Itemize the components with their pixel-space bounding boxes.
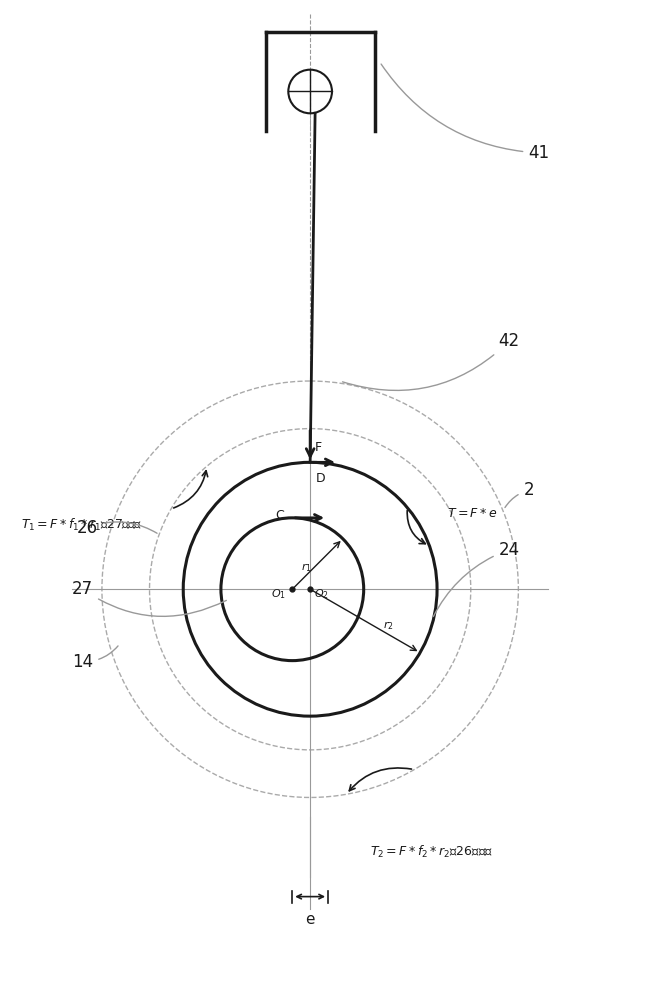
Text: $T_2=F*f_2*r_2$（26表面）: $T_2=F*f_2*r_2$（26表面） [369,844,493,860]
Text: $O_2$: $O_2$ [314,587,329,601]
Text: F: F [315,441,322,454]
Text: $r_1$: $r_1$ [301,561,312,574]
Text: 24: 24 [434,541,520,617]
Text: 2: 2 [505,481,534,508]
Text: C: C [276,509,284,522]
Text: $T_1=F*f_1*r_1$（27表面）: $T_1=F*f_1*r_1$（27表面） [20,517,142,533]
Text: $r_2$: $r_2$ [383,620,394,632]
Text: e: e [306,912,315,927]
Text: 42: 42 [342,332,520,390]
Text: 14: 14 [72,646,118,671]
Text: 27: 27 [72,580,226,616]
Text: $T=F*e$: $T=F*e$ [447,507,497,520]
Text: D: D [316,472,326,485]
Text: 26: 26 [77,519,157,537]
Text: 41: 41 [381,64,550,162]
Text: $O_1$: $O_1$ [272,587,287,601]
